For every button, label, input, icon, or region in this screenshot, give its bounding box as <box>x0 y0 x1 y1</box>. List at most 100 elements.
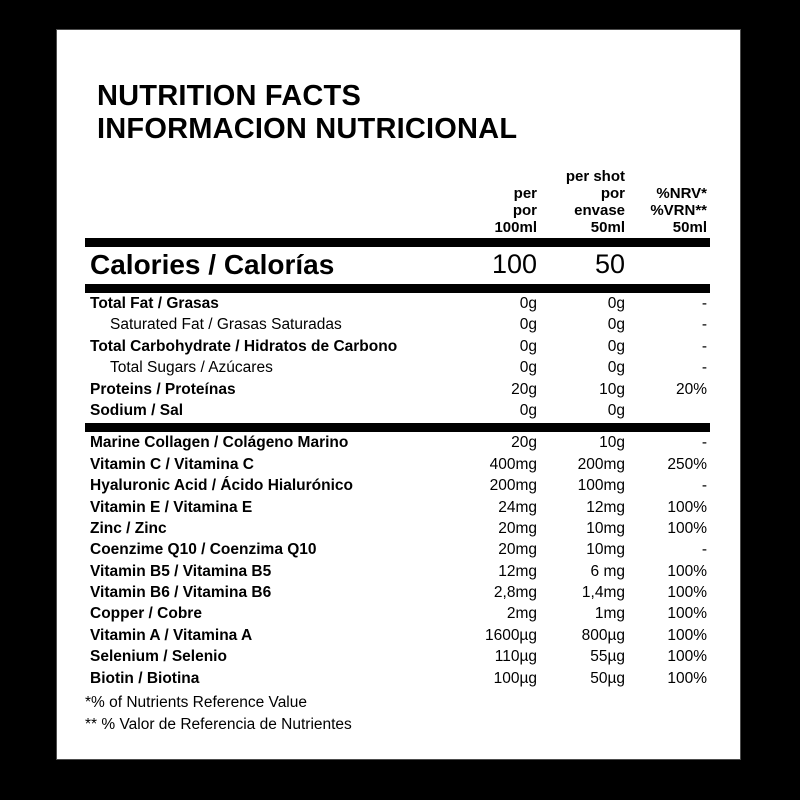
row-label: Coenzime Q10 / Coenzima Q10 <box>90 541 317 559</box>
row-per100: 0g <box>519 359 537 377</box>
row-per100: 20g <box>511 380 537 398</box>
row-label: Selenium / Selenio <box>90 648 227 666</box>
row-per100: 100µg <box>493 669 537 687</box>
row-label: Total Fat / Grasas <box>90 295 219 312</box>
table-row: Total Carbohydrate / Hidratos de Carbono… <box>85 336 710 357</box>
row-per100: 20mg <box>498 519 537 537</box>
row-nrv: - <box>701 295 707 312</box>
header-per-100ml: per por 100ml <box>450 185 540 236</box>
footnote-vrn: ** % Valor de Referencia de Nutrientes <box>85 716 352 734</box>
row-per50: 200mg <box>577 455 625 473</box>
nutrition-label-card: NUTRITION FACTS INFORMACION NUTRICIONAL … <box>57 30 740 759</box>
table-row: Vitamin C / Vitamina C 400mg 200mg 250% <box>85 454 710 475</box>
table-row: Copper / Cobre 2mg 1mg 100% <box>85 603 710 624</box>
row-per50: 0g <box>607 316 625 334</box>
row-nrv: 100% <box>667 519 707 537</box>
label-content: NUTRITION FACTS INFORMACION NUTRICIONAL … <box>85 30 710 736</box>
table-row: Hyaluronic Acid / Ácido Hialurónico 200m… <box>85 475 710 496</box>
thick-rule-top <box>85 238 710 247</box>
row-per100: 400mg <box>489 455 537 473</box>
row-per100: 20mg <box>498 541 537 559</box>
row-per100: 2,8mg <box>493 584 537 602</box>
thick-rule-mid <box>85 284 710 293</box>
row-per100: 0g <box>519 295 537 312</box>
row-nrv: 250% <box>667 455 707 473</box>
row-per100: 24mg <box>498 498 537 516</box>
table-row: Sodium / Sal 0g 0g <box>85 400 710 421</box>
footnote-nrv: *% of Nutrients Reference Value <box>85 694 307 712</box>
row-per50: 100mg <box>577 477 625 495</box>
table-row: Marine Collagen / Colágeno Marino 20g 10… <box>85 432 710 453</box>
header-line: per shot <box>565 168 625 185</box>
row-nrv: - <box>701 434 707 452</box>
row-nrv: 20% <box>675 380 707 398</box>
row-per50: 0g <box>607 359 625 377</box>
label-title: NUTRITION FACTS INFORMACION NUTRICIONAL <box>97 80 710 146</box>
row-label: Saturated Fat / Grasas Saturadas <box>110 316 342 334</box>
row-per50: 0g <box>607 295 625 312</box>
row-per50: 10g <box>599 380 625 398</box>
row-nrv: 100% <box>667 648 707 666</box>
row-label: Total Sugars / Azúcares <box>110 359 273 377</box>
thick-rule-bottom <box>85 423 710 433</box>
row-per100: 0g <box>519 316 537 334</box>
row-per50: 6 mg <box>590 562 625 580</box>
macro-section: Total Fat / Grasas 0g 0g - Saturated Fat… <box>85 293 710 421</box>
column-headers: per por 100ml per shot por envase 50ml %… <box>85 168 710 236</box>
row-per50: 10g <box>599 434 625 452</box>
row-label: Biotin / Biotina <box>90 669 200 687</box>
calories-row: Calories / Calorías 100 50 <box>85 247 710 282</box>
row-label: Vitamin B6 / Vitamina B6 <box>90 584 272 602</box>
row-per50: 0g <box>607 401 625 419</box>
row-per50: 1,4mg <box>581 584 625 602</box>
row-nrv: 100% <box>667 626 707 644</box>
header-line: %VRN** <box>650 202 707 219</box>
table-row: Total Sugars / Azúcares 0g 0g - <box>85 357 710 378</box>
header-line: envase <box>574 202 625 219</box>
row-label: Copper / Cobre <box>90 605 202 623</box>
row-nrv: 100% <box>667 669 707 687</box>
header-line: por <box>512 202 537 219</box>
row-nrv: 100% <box>667 498 707 516</box>
row-label: Zinc / Zinc <box>90 519 167 537</box>
header-line: %NRV* <box>656 185 707 202</box>
row-label: Marine Collagen / Colágeno Marino <box>90 434 349 452</box>
header-line: por <box>600 185 625 202</box>
header-per-shot-50ml: per shot por envase 50ml <box>540 168 628 236</box>
header-nrv-percent: %NRV* %VRN** 50ml <box>628 185 710 236</box>
row-per50: 0g <box>607 337 625 355</box>
row-label: Total Carbohydrate / Hidratos de Carbono <box>90 337 398 355</box>
row-per50: 800µg <box>581 626 625 644</box>
row-per100: 0g <box>519 337 537 355</box>
row-label: Proteins / Proteínas <box>90 380 236 398</box>
header-line: per <box>513 185 537 202</box>
table-row: Saturated Fat / Grasas Saturadas 0g 0g - <box>85 314 710 335</box>
row-per100: 200mg <box>489 477 537 495</box>
row-nrv: - <box>701 541 707 559</box>
row-label: Vitamin B5 / Vitamina B5 <box>90 562 272 580</box>
row-label: Vitamin C / Vitamina C <box>90 455 254 473</box>
row-per100: 0g <box>519 401 537 419</box>
row-nrv: 100% <box>667 562 707 580</box>
table-row: Biotin / Biotina 100µg 50µg 100% <box>85 668 710 689</box>
row-per100: 2mg <box>506 605 537 623</box>
row-per50: 12mg <box>586 498 625 516</box>
row-nrv: 100% <box>667 584 707 602</box>
row-nrv: - <box>701 359 707 377</box>
micronutrient-section: Marine Collagen / Colágeno Marino 20g 10… <box>85 432 710 689</box>
calories-label: Calories / Calorías <box>90 248 335 280</box>
row-label: Sodium / Sal <box>90 401 184 419</box>
footnotes: *% of Nutrients Reference Value ** % Val… <box>85 692 710 736</box>
header-line: 50ml <box>590 219 625 236</box>
row-per50: 10mg <box>586 541 625 559</box>
table-row: Vitamin B6 / Vitamina B6 2,8mg 1,4mg 100… <box>85 582 710 603</box>
header-line: 100ml <box>494 219 537 236</box>
row-per50: 1mg <box>594 605 625 623</box>
table-row: Zinc / Zinc 20mg 10mg 100% <box>85 518 710 539</box>
table-row: Proteins / Proteínas 20g 10g 20% <box>85 379 710 400</box>
title-line-en: NUTRITION FACTS <box>97 80 361 112</box>
title-line-es: INFORMACION NUTRICIONAL <box>97 113 518 145</box>
table-row: Vitamin A / Vitamina A 1600µg 800µg 100% <box>85 625 710 646</box>
calories-per100: 100 <box>491 249 537 279</box>
